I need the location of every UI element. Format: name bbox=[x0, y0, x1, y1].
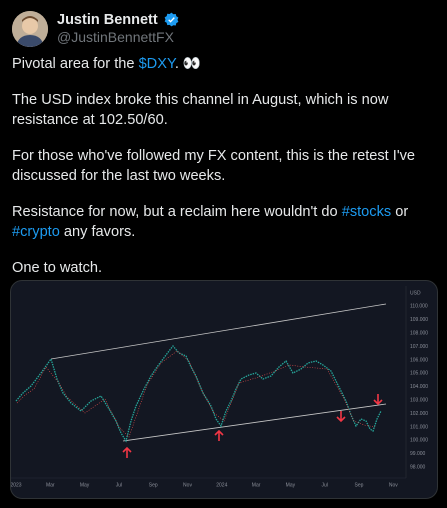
x-axis-label: Jul bbox=[116, 482, 122, 488]
avatar-image bbox=[12, 11, 48, 47]
y-axis-label: 103.000 bbox=[410, 398, 428, 404]
link[interactable]: #crypto bbox=[12, 224, 60, 240]
tweet-text: Pivotal area for the $DXY. 👀 The USD inde… bbox=[12, 54, 440, 294]
channel-upper bbox=[50, 303, 387, 360]
y-axis-label: 109.000 bbox=[410, 317, 428, 323]
y-axis-label: 108.000 bbox=[410, 331, 428, 337]
paragraph: One to watch. bbox=[12, 258, 440, 278]
arrow bbox=[373, 394, 383, 406]
text: . 👀 bbox=[174, 56, 202, 72]
y-axis-label: 106.000 bbox=[410, 357, 428, 363]
price-candles-down bbox=[16, 350, 376, 438]
y-axis-label: 99.000 bbox=[410, 451, 426, 457]
link[interactable]: $DXY bbox=[138, 56, 175, 72]
text: The USD index broke this channel in Augu… bbox=[12, 92, 389, 128]
channel-lower bbox=[122, 403, 387, 442]
paragraph: Pivotal area for the $DXY. 👀 bbox=[12, 54, 440, 74]
x-axis-label: Jul bbox=[321, 482, 327, 488]
y-axis-label: 105.000 bbox=[410, 371, 428, 377]
author-handle[interactable]: @JustinBennettFX bbox=[57, 29, 174, 45]
x-axis-label: Sep bbox=[355, 482, 364, 488]
x-axis-label: Sep bbox=[149, 482, 158, 488]
y-axis-label: USD bbox=[410, 290, 421, 296]
x-axis-label: May bbox=[80, 482, 90, 488]
arrow bbox=[214, 429, 224, 441]
y-axis-label: 107.000 bbox=[410, 344, 428, 350]
price-candles bbox=[15, 344, 382, 443]
text: or bbox=[391, 204, 409, 220]
y-axis-label: 98.000 bbox=[410, 465, 426, 471]
text: One to watch. bbox=[12, 260, 103, 276]
chart-drawing: 2023 Mar May Jul Sep Nov 2024 Mar May Jul Sep Nov US… bbox=[11, 286, 428, 488]
x-axis-label: Nov bbox=[389, 482, 398, 488]
x-axis-label: Mar bbox=[46, 482, 55, 488]
avatar[interactable] bbox=[12, 11, 48, 47]
chart-image[interactable]: 2023 Mar May Jul Sep Nov 2024 Mar May Jul Sep Nov US… bbox=[10, 280, 438, 499]
verified-badge bbox=[164, 12, 179, 27]
x-axis-label: Mar bbox=[252, 482, 261, 488]
text: Resistance for now, but a reclaim here w… bbox=[12, 204, 342, 220]
x-axis-label: 2023 bbox=[11, 482, 22, 488]
x-axis-label: May bbox=[286, 482, 296, 488]
x-axis-label: 2024 bbox=[216, 482, 227, 488]
y-axis-label: 110.000 bbox=[410, 304, 428, 310]
y-axis-label: 102.000 bbox=[410, 411, 428, 417]
text: For those who've followed my FX content,… bbox=[12, 148, 416, 184]
link[interactable]: #stocks bbox=[341, 204, 392, 220]
y-axis-label: 101.000 bbox=[410, 424, 428, 430]
paragraph: For those who've followed my FX content,… bbox=[12, 146, 440, 186]
arrow bbox=[122, 446, 132, 458]
x-axis-label: Nov bbox=[183, 482, 192, 488]
arrow bbox=[336, 411, 346, 423]
text: Pivotal area for the bbox=[12, 56, 139, 72]
y-axis-label: 104.000 bbox=[410, 384, 428, 390]
y-axis-label: 100.000 bbox=[410, 438, 428, 444]
text: any favors. bbox=[59, 224, 136, 240]
paragraph: The USD index broke this channel in Augu… bbox=[12, 90, 440, 130]
author-name[interactable]: Justin Bennett bbox=[57, 12, 158, 28]
paragraph: Resistance for now, but a reclaim here w… bbox=[12, 202, 440, 242]
